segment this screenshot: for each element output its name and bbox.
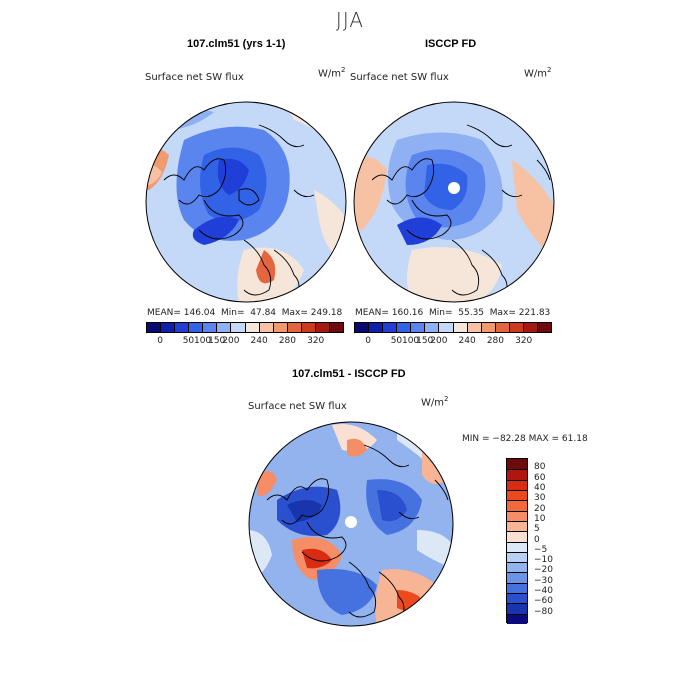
colorbar-tick-label: 200 [222,336,240,346]
colorbar-swatch [202,323,217,332]
colorbar-tick-label: −40 [534,586,553,597]
colorbar-swatch [507,593,527,604]
colorbar-tick-label: 320 [307,336,325,346]
colorbar-swatch [355,323,369,332]
colorbar-tick-label: 40 [534,482,546,493]
colorbar-swatch [368,323,383,332]
diff-polar-map [248,421,454,627]
colorbar-swatch [507,459,527,470]
colorbar-swatch [507,510,527,521]
diff-field-label: Surface net SW flux [248,401,347,412]
colorbar-tick-label: −80 [534,606,553,617]
colorbar-swatch [507,562,527,573]
colorbar-tick-label: 20 [534,503,546,514]
colorbar-tick-label: 50 [390,336,403,346]
colorbar-swatch [508,323,523,332]
colorbar-tick-label: 150 [416,336,434,346]
panel-1-units: W/m2 [318,66,346,80]
colorbar-swatch [507,551,527,563]
colorbar-tick-label: 0 [157,336,163,346]
colorbar-tick-label: 10 [534,513,546,524]
colorbar-swatch [507,479,527,490]
colorbar-swatch [272,323,287,332]
diff-minmax: MIN = −82.28 MAX = 61.18 [462,434,588,444]
panel-1-field-label: Surface net SW flux [145,72,244,83]
colorbar-tick-label: 5 [534,524,540,535]
colorbar-swatch [537,323,552,332]
figure-title: JJA [335,8,365,32]
colorbar-tick-label: −20 [534,565,553,576]
colorbar-tick-label: 150 [208,336,226,346]
colorbar-swatch [160,323,175,332]
colorbar-tick-label: 0 [534,534,540,545]
colorbar-swatch [438,323,453,332]
panel-1-stats: MEAN= 146.04 Min= 47.84 Max= 249.18 [147,308,343,318]
panel-2-stats: MEAN= 160.16 Min= 55.35 Max= 221.83 [355,308,551,318]
colorbar-swatch [424,323,439,332]
colorbar-tick-label: 30 [534,493,546,504]
colorbar-tick-label: −60 [534,596,553,607]
colorbar-swatch [286,323,301,332]
diff-title: 107.clm51 - ISCCP FD [292,368,406,380]
colorbar-tick-label: 240 [458,336,476,346]
colorbar-tick-label: 280 [486,336,505,346]
panel-2-polar-map [353,101,555,303]
colorbar-swatch [174,323,189,332]
colorbar-swatch [329,323,344,332]
colorbar-swatch [507,603,527,614]
colorbar-tick-label: 100 [401,336,420,346]
colorbar-swatch [300,323,315,332]
colorbar-swatch [244,323,259,332]
colorbar-swatch [466,323,481,332]
colorbar-swatch [522,323,538,332]
diff-units: W/m2 [421,395,449,409]
colorbar-tick-label: 60 [534,472,546,483]
colorbar-tick-label: 240 [250,336,268,346]
colorbar-tick-label: 200 [430,336,448,346]
colorbar-tick-label: −10 [534,555,553,566]
panel-1-title: 107.clm51 (yrs 1-1) [187,38,286,50]
colorbar-swatch [507,469,527,480]
panel-1-polar-map [145,101,347,303]
colorbar-swatch [258,323,273,332]
colorbar-tick-label: −5 [534,544,548,555]
diff-colorbar: 80 60 40 30 20 10 5 0 −5 −10 −20 −30 −40 −60 −80 [506,458,586,624]
colorbar-swatch [147,323,161,332]
colorbar-tick-label: 50 [182,336,195,346]
colorbar-swatch [507,582,527,594]
colorbar-swatch [314,323,330,332]
colorbar-swatch [507,572,527,583]
colorbar-swatch [452,323,467,332]
colorbar-swatch [230,323,245,332]
colorbar-swatch [507,613,527,624]
colorbar-swatch [507,541,527,552]
colorbar-swatch [396,323,411,332]
colorbar-swatch [507,489,527,501]
colorbar-swatch [480,323,495,332]
panel-2-title: ISCCP FD [425,38,477,50]
colorbar-swatch [188,323,203,332]
colorbar-tick-label: 80 [534,462,546,473]
colorbar-swatch [382,323,397,332]
colorbar-tick-label: 320 [515,336,533,346]
panel-2-colorbar: 0 50 100 150 200 240 280 320 [354,322,552,346]
colorbar-swatch [216,323,231,332]
colorbar-swatch [507,500,527,511]
colorbar-swatch [507,531,527,542]
colorbar-tick-label: 280 [278,336,297,346]
panel-2-units: W/m2 [524,66,552,80]
colorbar-tick-label: 0 [365,336,371,346]
colorbar-swatch [410,323,425,332]
panel-2-field-label: Surface net SW flux [350,72,449,83]
colorbar-tick-label: 100 [193,336,212,346]
colorbar-tick-label: −30 [534,575,553,586]
colorbar-swatch [507,520,527,532]
colorbar-swatch [494,323,509,332]
panel-1-colorbar: 0 50 100 150 200 240 280 320 [146,322,344,346]
